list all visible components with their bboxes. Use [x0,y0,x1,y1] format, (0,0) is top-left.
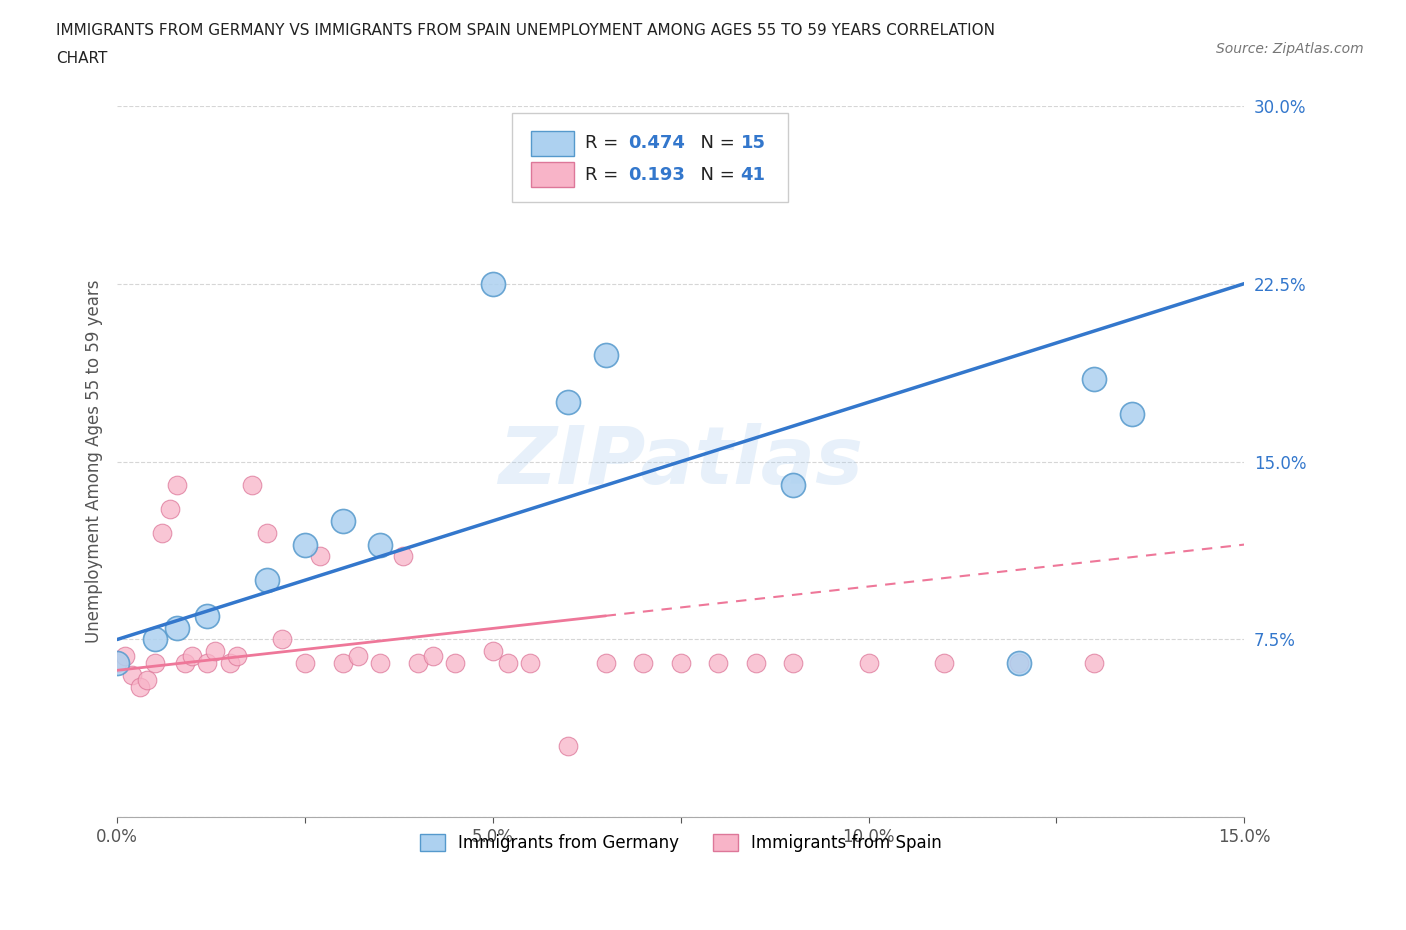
Point [707,656,730,671]
Point [482,644,505,658]
Point [105,656,128,671]
Point [368,656,391,671]
Point [226,648,249,663]
Point [332,513,354,528]
Point [1121,406,1143,421]
Point [195,608,218,623]
Point [143,632,166,647]
Point [150,525,173,540]
Text: ZIPatlas: ZIPatlas [498,422,863,500]
Point [346,648,368,663]
Point [332,656,354,671]
Text: CHART: CHART [56,51,108,66]
Text: R =: R = [585,166,624,184]
Point [631,656,654,671]
Point [166,620,188,635]
Point [181,648,204,663]
Point [496,656,519,671]
Point [444,656,467,671]
FancyBboxPatch shape [531,131,574,156]
Point [669,656,692,671]
Point [242,478,264,493]
Point [204,644,226,658]
FancyBboxPatch shape [512,113,787,202]
Text: N =: N = [689,135,740,153]
Legend: Immigrants from Germany, Immigrants from Spain: Immigrants from Germany, Immigrants from… [413,828,948,859]
Point [782,478,804,493]
Text: Source: ZipAtlas.com: Source: ZipAtlas.com [1216,42,1364,56]
Text: 41: 41 [741,166,765,184]
Point [114,648,136,663]
Point [368,538,391,552]
Point [557,738,579,753]
FancyBboxPatch shape [531,162,574,187]
Point [595,348,617,363]
Point [195,656,218,671]
Point [422,648,444,663]
Point [482,276,505,291]
Point [1008,656,1031,671]
Point [294,538,316,552]
Point [271,632,294,647]
Point [557,395,579,410]
Point [1083,371,1105,386]
Point [173,656,195,671]
Point [219,656,242,671]
Text: N =: N = [689,166,740,184]
Text: 15: 15 [741,135,765,153]
Point [309,549,332,564]
Text: 0.474: 0.474 [627,135,685,153]
Point [782,656,804,671]
Text: 0.193: 0.193 [627,166,685,184]
Point [932,656,955,671]
Point [406,656,429,671]
Point [159,501,181,516]
Point [595,656,617,671]
Point [745,656,768,671]
Point [519,656,541,671]
Y-axis label: Unemployment Among Ages 55 to 59 years: Unemployment Among Ages 55 to 59 years [86,280,103,644]
Point [166,478,188,493]
Point [858,656,880,671]
Point [136,672,159,687]
Text: IMMIGRANTS FROM GERMANY VS IMMIGRANTS FROM SPAIN UNEMPLOYMENT AMONG AGES 55 TO 5: IMMIGRANTS FROM GERMANY VS IMMIGRANTS FR… [56,23,995,38]
Text: R =: R = [585,135,624,153]
Point [256,573,278,588]
Point [294,656,316,671]
Point [1083,656,1105,671]
Point [256,525,278,540]
Point [121,668,143,683]
Point [128,680,150,695]
Point [1008,656,1031,671]
Point [105,656,128,671]
Point [391,549,413,564]
Point [143,656,166,671]
